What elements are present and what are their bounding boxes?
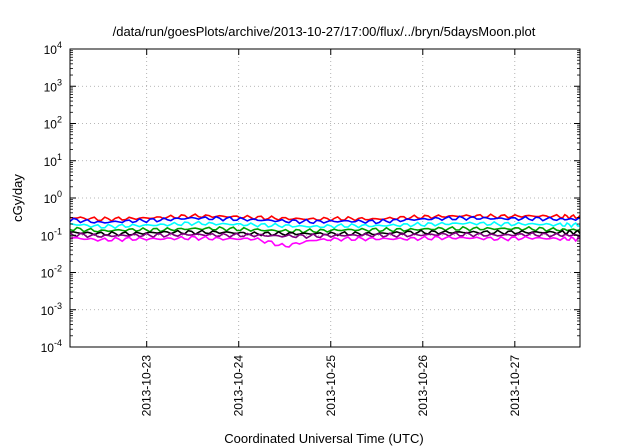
y-tick-label: 104: [44, 40, 62, 57]
x-axis-label: Coordinated Universal Time (UTC): [224, 431, 423, 446]
y-tick-label: 101: [44, 152, 62, 169]
y-tick-label: 102: [44, 115, 62, 132]
series-line: [69, 225, 581, 234]
x-tick-label: 2013-10-24: [232, 355, 246, 417]
y-tick-labels: 10-4 10-3 10-2 10-1 100 101 102 103 104: [41, 40, 62, 355]
x-tick-label: 2013-10-25: [324, 355, 338, 417]
series-line: [69, 231, 581, 240]
series-line: [69, 220, 581, 230]
y-tick-label: 10-2: [41, 264, 62, 281]
series-line: [69, 213, 581, 222]
ticks: [70, 48, 580, 348]
series-line: [69, 215, 581, 225]
grid: [70, 49, 580, 347]
x-tick-labels: 2013-10-23 2013-10-24 2013-10-25 2013-10-26…: [140, 355, 522, 417]
chart-title: /data/run/goesPlots/archive/2013-10-27/1…: [113, 24, 536, 39]
y-tick-label: 10-3: [41, 301, 62, 318]
x-tick-label: 2013-10-26: [416, 355, 430, 417]
y-tick-label: 10-4: [41, 338, 62, 355]
series-line: [69, 235, 581, 248]
y-tick-label: 103: [44, 77, 62, 94]
y-axis-label: cGy/day: [10, 174, 25, 222]
x-tick-label: 2013-10-27: [508, 355, 522, 417]
y-tick-label: 10-1: [41, 226, 62, 243]
y-tick-label: 100: [44, 189, 62, 206]
series-group: [69, 213, 581, 248]
x-tick-label: 2013-10-23: [140, 355, 154, 417]
